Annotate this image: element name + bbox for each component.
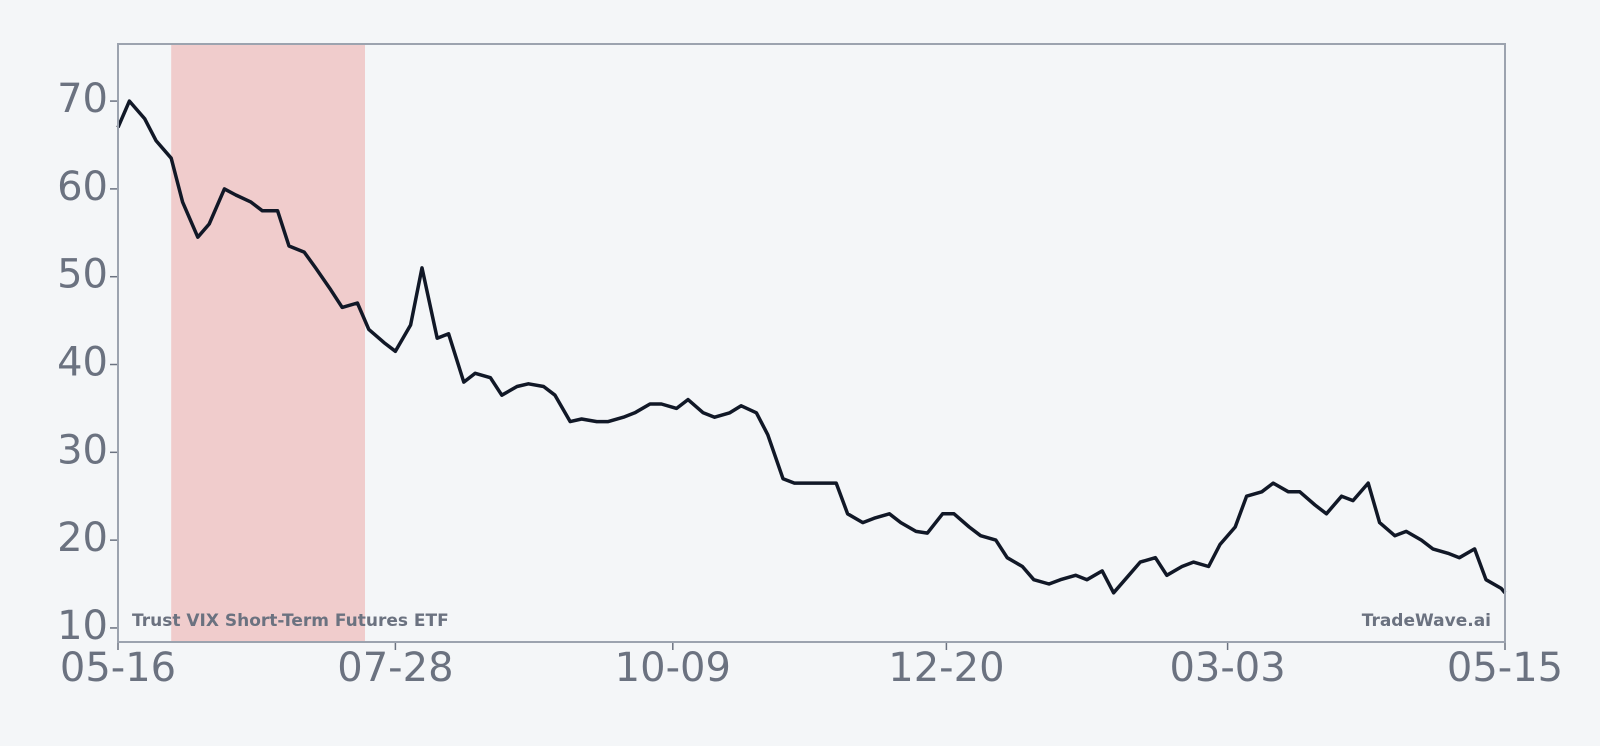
annotation: Trust VIX Short-Term Futures ETF <box>132 611 449 631</box>
plot-border <box>117 43 1506 643</box>
x-tick-label: 05-16 <box>60 645 176 691</box>
y-tick-label: 60 <box>57 164 108 210</box>
y-tick-label: 50 <box>57 252 108 298</box>
y-tick-label: 20 <box>57 515 108 561</box>
x-tick-label: 12-20 <box>888 645 1004 691</box>
y-tick-label: 10 <box>57 603 108 649</box>
price-line <box>116 99 1507 595</box>
x-tick-label: 05-15 <box>1447 645 1563 691</box>
x-tick-label: 10-09 <box>615 645 731 691</box>
shaded-region <box>171 44 365 642</box>
annotation: TradeWave.ai <box>1362 611 1491 631</box>
y-tick-label: 30 <box>57 427 108 473</box>
x-tick-label: 07-28 <box>337 645 453 691</box>
x-tick-label: 03-03 <box>1169 645 1285 691</box>
y-tick-label: 70 <box>57 76 108 122</box>
y-tick-label: 40 <box>57 340 108 386</box>
